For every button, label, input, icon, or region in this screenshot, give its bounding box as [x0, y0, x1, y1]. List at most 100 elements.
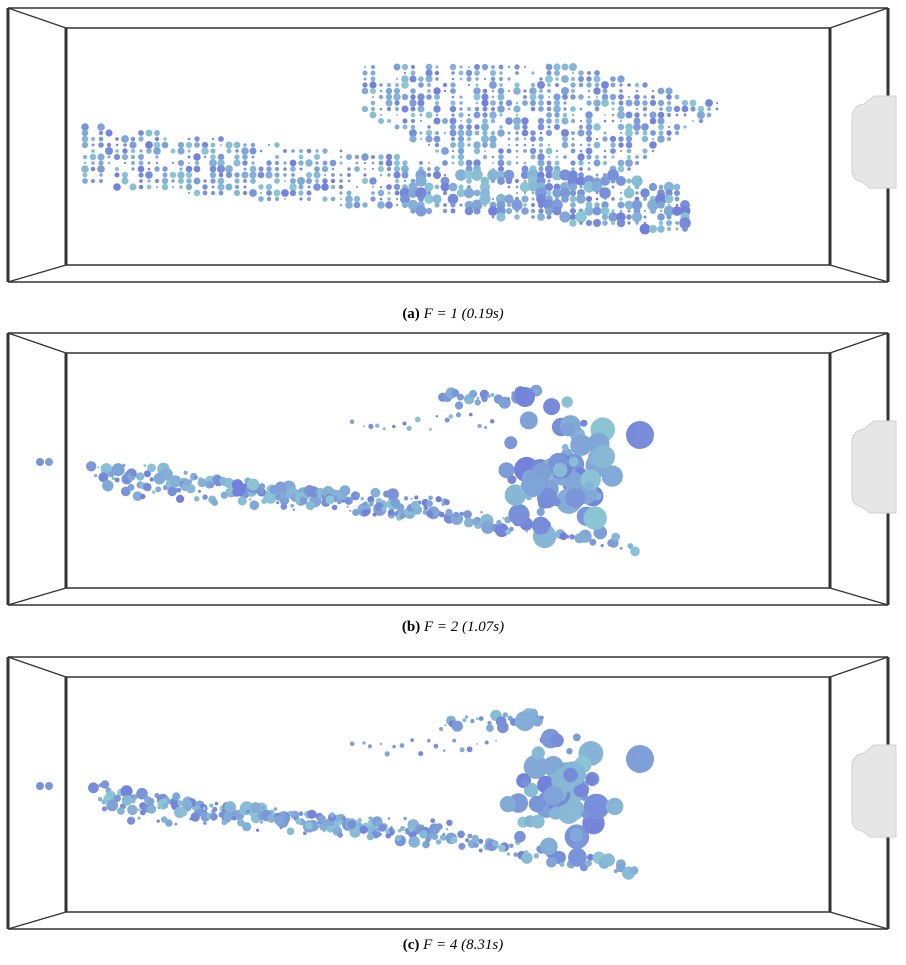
particle [395, 179, 399, 183]
particle [45, 782, 53, 790]
particle [649, 183, 657, 191]
particle [538, 94, 544, 100]
particle [379, 83, 383, 87]
particle [442, 160, 448, 166]
particle [123, 464, 126, 467]
particle [611, 209, 614, 212]
particle [387, 167, 391, 171]
particle [539, 143, 543, 147]
particle [400, 743, 405, 748]
panel: (c) F = 4 (8.31s) [8, 657, 896, 953]
particle [579, 221, 583, 225]
particle [580, 144, 582, 146]
particle [115, 478, 120, 483]
particle [387, 107, 391, 111]
particle [188, 138, 191, 141]
particle [450, 118, 457, 125]
particle [233, 159, 240, 166]
particle [162, 178, 168, 184]
particle [372, 96, 374, 98]
particle [194, 178, 201, 185]
particle [624, 188, 635, 199]
particle [435, 77, 438, 80]
particle [625, 159, 633, 167]
particle [529, 796, 545, 812]
particle [193, 153, 200, 160]
particle [256, 829, 259, 832]
panel: (b) F = 2 (1.07s) [8, 333, 896, 635]
particle [296, 818, 302, 824]
particle [326, 495, 335, 504]
particle [221, 492, 228, 499]
particle [371, 77, 376, 82]
frame-edge [830, 588, 888, 605]
particle [491, 131, 495, 135]
particle [340, 150, 343, 153]
particle [425, 135, 432, 142]
particle [643, 107, 647, 111]
particle [383, 427, 386, 430]
particle [675, 197, 680, 202]
particle [401, 81, 409, 89]
particle [258, 184, 263, 189]
particle [586, 82, 591, 87]
particle [555, 83, 559, 87]
particle [380, 198, 383, 201]
particle [479, 716, 484, 721]
particle [611, 221, 615, 225]
particle [416, 206, 427, 217]
particle [396, 204, 398, 206]
particle [394, 64, 401, 71]
particle [364, 66, 366, 68]
particle [612, 108, 615, 111]
particle [362, 106, 368, 112]
caption-text: F = 4 (8.31s) [422, 937, 503, 953]
particle [474, 64, 480, 70]
particle [399, 513, 405, 519]
particle [601, 81, 609, 89]
particle [45, 458, 53, 466]
particle [220, 144, 222, 146]
particle [224, 801, 236, 813]
particle [338, 832, 343, 837]
particle [368, 744, 372, 748]
particle [569, 63, 577, 71]
particle [508, 66, 510, 68]
particle [692, 120, 694, 122]
particle [428, 833, 435, 840]
particle [380, 90, 383, 93]
frame-edge [830, 333, 888, 353]
particle [580, 108, 583, 111]
particle [485, 741, 489, 745]
particle [559, 862, 564, 867]
particle [492, 162, 494, 164]
particle [210, 813, 218, 821]
caption-text: F = 1 (0.19s) [423, 306, 504, 322]
particle [576, 194, 586, 204]
particle [147, 464, 156, 473]
particle [362, 88, 369, 95]
particle [394, 184, 400, 190]
particle [450, 64, 456, 70]
particle [612, 120, 615, 123]
particle [445, 509, 452, 516]
particle [491, 119, 496, 124]
particle [252, 156, 255, 159]
particle [674, 190, 680, 196]
particle [354, 202, 361, 209]
particle [508, 144, 510, 146]
particle [274, 815, 284, 825]
particle [511, 199, 522, 210]
particle [508, 132, 511, 135]
particle [581, 811, 589, 819]
particle [260, 150, 263, 153]
particle [573, 734, 581, 742]
particle [674, 184, 681, 191]
particle [594, 160, 601, 167]
particle [392, 745, 395, 748]
particle [496, 520, 501, 525]
particle [610, 148, 616, 154]
particle [91, 179, 95, 183]
particle [340, 156, 342, 158]
particle [514, 82, 519, 87]
